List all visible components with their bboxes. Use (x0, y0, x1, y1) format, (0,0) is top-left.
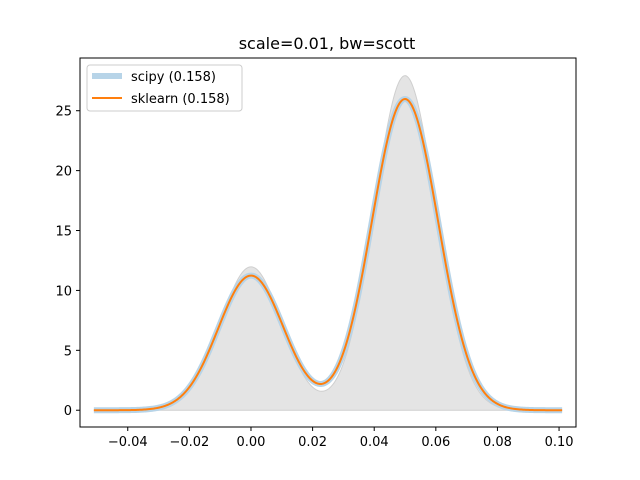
chart-title: scale=0.01, bw=scott (239, 34, 416, 53)
y-tick-label: 25 (55, 105, 72, 120)
x-axis: −0.04 −0.02 0.00 0.02 0.04 0.06 0.08 0.10 (108, 427, 574, 450)
y-tick-label: 20 (55, 165, 72, 180)
legend-label-1: sklearn (0.158) (131, 92, 230, 107)
true-density-fill (93, 75, 563, 411)
legend: scipy (0.158) sklearn (0.158) (86, 64, 243, 112)
x-tick-label: 0.04 (360, 435, 389, 450)
y-tick-label: 5 (64, 344, 72, 359)
x-tick-label: 0.00 (237, 435, 266, 450)
x-tick-label: 0.06 (421, 435, 450, 450)
plot-area (92, 75, 564, 414)
x-tick-label: −0.04 (108, 435, 148, 450)
axes-frame (79, 57, 577, 428)
y-axis: 0 5 10 15 20 25 (55, 105, 80, 419)
x-tick-label: −0.02 (169, 435, 209, 450)
series-line-0 (92, 96, 564, 414)
x-tick-label: 0.08 (483, 435, 512, 450)
y-tick-label: 0 (64, 404, 72, 419)
legend-box (86, 64, 243, 112)
y-tick-label: 15 (55, 225, 72, 240)
x-tick-label: 0.02 (298, 435, 327, 450)
x-tick-label: 0.10 (545, 435, 574, 450)
y-tick-label: 10 (55, 284, 72, 299)
series-line-1 (93, 98, 563, 412)
legend-label-0: scipy (0.158) (131, 70, 216, 85)
